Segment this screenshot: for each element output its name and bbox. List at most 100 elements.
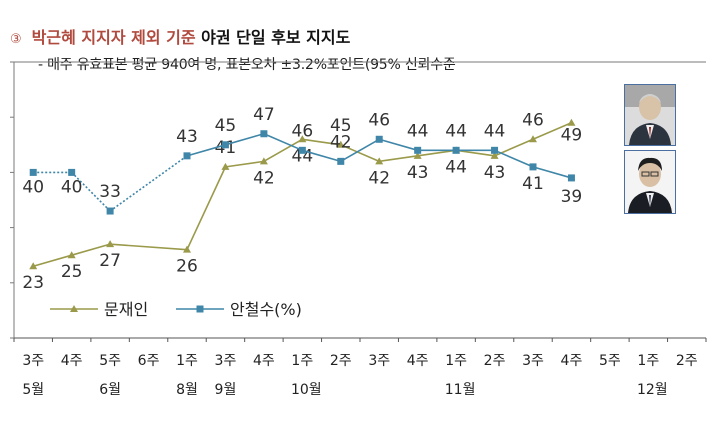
data-label: 49 (561, 126, 583, 146)
data-point (337, 157, 345, 165)
series-line-segment (263, 138, 303, 163)
data-point (106, 240, 115, 248)
series-line-segment (302, 149, 341, 163)
data-point (259, 157, 268, 165)
data-label: 27 (99, 251, 121, 271)
x-tick-label: 1주 (445, 353, 467, 369)
legend-label: 문재인 (104, 300, 148, 319)
x-tick-label: 1주 (176, 353, 198, 369)
series-line-segment (71, 243, 111, 256)
data-label: 43 (407, 163, 429, 183)
x-tick-label: 3주 (215, 353, 237, 369)
x-tick-label: 4주 (407, 353, 429, 369)
month-label: 10월 (291, 382, 322, 398)
data-point (567, 174, 575, 182)
data-point (29, 262, 38, 270)
data-point (221, 162, 230, 170)
data-label: 44 (407, 121, 429, 141)
data-label: 47 (253, 105, 275, 125)
month-label: 12월 (637, 382, 668, 398)
month-label: 8월 (176, 382, 198, 398)
data-point (336, 140, 345, 148)
data-label: 44 (445, 121, 467, 141)
x-tick-label: 4주 (561, 353, 583, 369)
series-line-segment (340, 144, 380, 163)
data-point (298, 135, 307, 143)
data-label: 43 (484, 163, 506, 183)
data-point (375, 157, 384, 165)
series-line-segment (109, 155, 188, 212)
x-tick-label: 6주 (138, 353, 160, 369)
series-line-segment (494, 149, 534, 168)
series-line-segment (110, 243, 188, 251)
data-label: 42 (368, 168, 390, 188)
data-label: 46 (292, 121, 314, 141)
data-label: 44 (445, 157, 467, 177)
x-tick-label: 3주 (22, 353, 44, 369)
series-line-segment (417, 149, 457, 157)
data-point (106, 207, 114, 215)
x-tick-label: 1주 (637, 353, 659, 369)
x-tick-label: 3주 (522, 353, 544, 369)
data-point (29, 168, 37, 176)
moon-portrait-photo (624, 84, 676, 146)
data-point (567, 118, 576, 126)
series-line-segment (71, 171, 111, 212)
data-point (67, 251, 76, 259)
x-tick-label: 4주 (253, 353, 275, 369)
series-line-segment (379, 138, 418, 152)
title-rest: 야권 단일 후보 지지도 (201, 28, 351, 47)
data-label: 42 (253, 168, 275, 188)
month-label: 5월 (22, 382, 44, 398)
x-tick-label: 2주 (484, 353, 506, 369)
series-line-segment (186, 144, 226, 157)
series-line-segment (186, 166, 227, 251)
data-label: 33 (99, 182, 121, 202)
data-label: 45 (215, 116, 237, 136)
x-tick-label: 5주 (599, 353, 621, 369)
title-colored: 박근혜 지지자 제외 기준 (31, 28, 196, 47)
x-tick-label: 1주 (291, 353, 313, 369)
data-label: 42 (330, 132, 352, 152)
data-point (183, 152, 191, 160)
data-point (221, 141, 229, 149)
data-label: 40 (61, 177, 83, 197)
data-label: 46 (522, 110, 544, 130)
chart-title: ③ 박근혜 지지자 제외 기준 야권 단일 후보 지지도 (10, 24, 350, 48)
legend-label: 안철수(%) (230, 300, 302, 319)
data-point (375, 135, 383, 143)
month-label: 11월 (445, 382, 476, 398)
month-label: 6월 (99, 382, 121, 398)
data-point (529, 163, 537, 171)
x-tick-label: 4주 (61, 353, 83, 369)
data-label: 45 (330, 116, 352, 136)
data-label: 44 (484, 121, 506, 141)
data-point (414, 146, 422, 154)
data-point (260, 130, 268, 138)
data-label: 40 (22, 177, 44, 197)
series-line-segment (340, 138, 380, 163)
x-tick-label: 2주 (676, 353, 698, 369)
data-point (298, 146, 306, 154)
series-line-segment (532, 121, 572, 141)
data-label: 39 (561, 187, 583, 207)
series-line-segment (455, 149, 495, 157)
series-line-segment (532, 166, 572, 179)
x-tick-label: 3주 (368, 353, 390, 369)
ahn-portrait-photo (624, 150, 676, 214)
data-point (529, 135, 537, 143)
series-line-segment (379, 155, 418, 163)
data-label: 25 (61, 262, 83, 282)
data-label: 26 (176, 257, 198, 277)
data-point (452, 146, 460, 154)
series-line-segment (263, 133, 303, 152)
series-line-segment (302, 138, 341, 146)
data-point (183, 245, 191, 253)
legend-marker (70, 305, 78, 312)
data-point (491, 146, 499, 154)
data-label: 46 (368, 110, 390, 130)
series-line-segment (225, 160, 265, 168)
month-label: 9월 (215, 382, 237, 398)
data-label: 41 (522, 174, 544, 194)
